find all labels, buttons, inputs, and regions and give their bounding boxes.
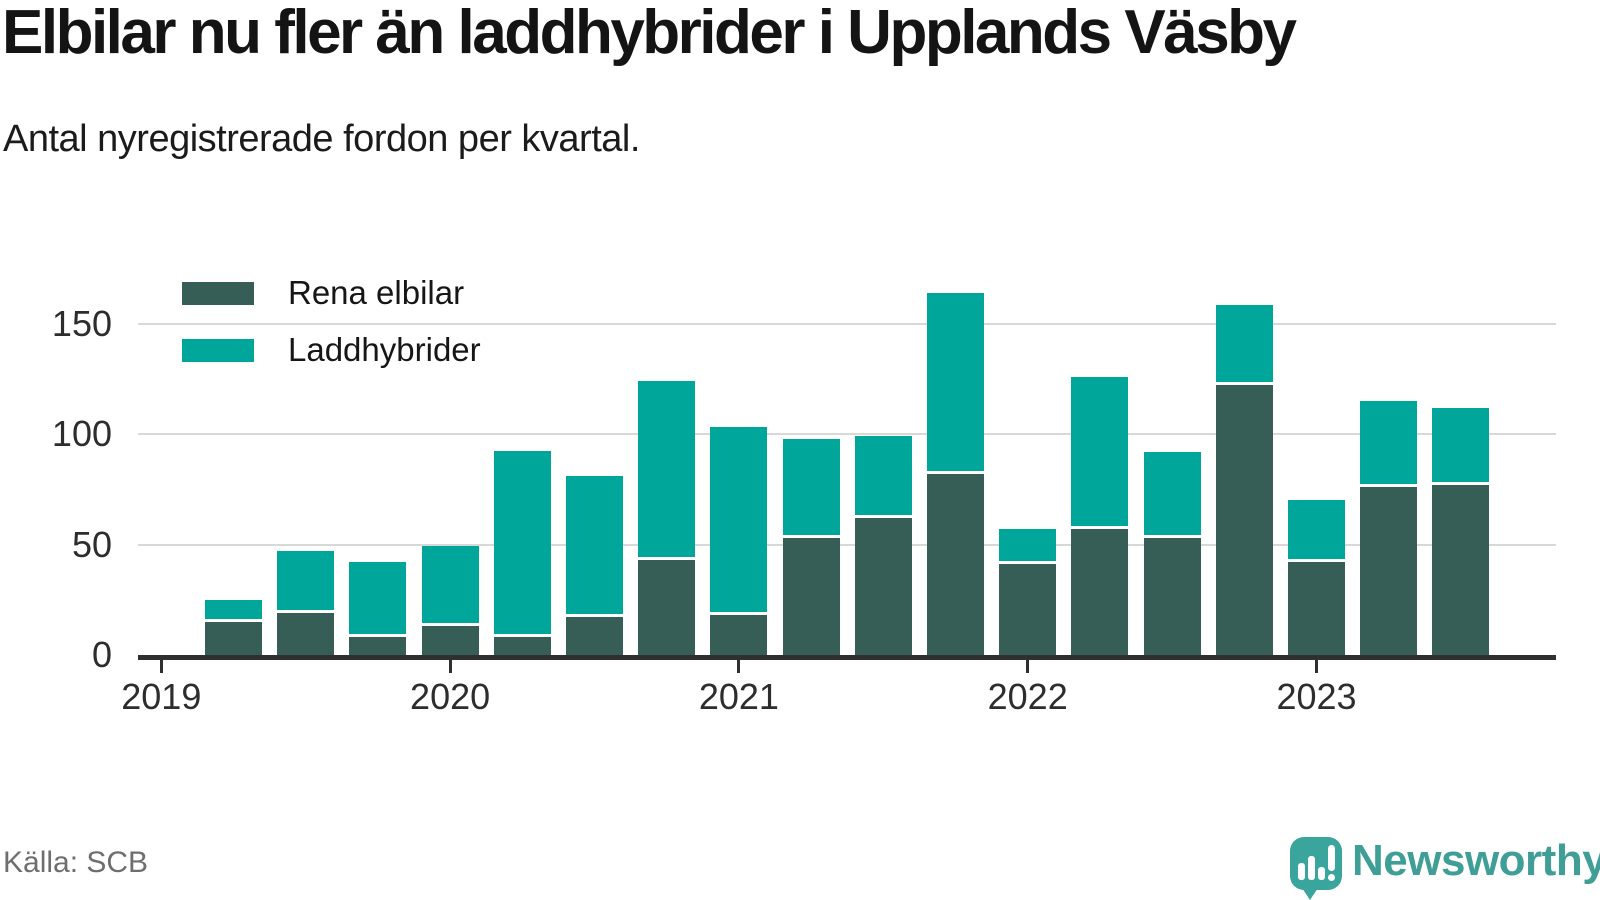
bar-2019-Q2-rena-elbilar [277, 613, 335, 655]
legend-swatch-icon [182, 338, 254, 362]
bar-2020-Q4-laddhybrider [710, 427, 768, 612]
y-axis-label-100: 100 [51, 413, 112, 454]
legend-item-rena-elbilar: Rena elbilar [182, 274, 481, 311]
gridline-y-100 [138, 433, 1556, 435]
bar-2020-Q4-rena-elbilar [710, 615, 768, 655]
gridline-y-50 [138, 543, 1556, 546]
newsworthy-logo: Newsworthy [1290, 836, 1600, 900]
newsworthy-speech-bubble-chart-icon [1290, 837, 1342, 890]
bar-2021-Q2-rena-elbilar [854, 518, 912, 655]
x-axis-tick-2023 [1315, 658, 1318, 673]
bar-2019-Q3-rena-elbilar [349, 637, 407, 655]
legend-swatch-icon [182, 281, 254, 305]
y-axis-label-50: 50 [71, 523, 112, 565]
bar-2021-Q3-rena-elbilar [927, 474, 984, 655]
logo-exclamation-dot-icon [1328, 874, 1335, 881]
bar-2020-Q2-laddhybrider [566, 476, 623, 614]
bar-2021-Q4-rena-elbilar [999, 564, 1057, 655]
bar-2022-Q4-rena-elbilar [1288, 562, 1345, 655]
y-axis-label-150: 150 [51, 302, 112, 344]
bar-2019-Q1-laddhybrider [205, 600, 262, 619]
x-axis-tick-2019 [159, 658, 163, 673]
legend-label: Rena elbilar [288, 274, 465, 311]
x-axis-label-2023: 2023 [1276, 676, 1357, 717]
x-axis-label-2019: 2019 [121, 676, 202, 717]
logo-bar-icon [1308, 856, 1315, 880]
bar-2023-Q2-rena-elbilar [1432, 485, 1490, 655]
bar-2020-Q1-rena-elbilar [493, 637, 551, 655]
x-axis-tick-2020 [448, 658, 452, 673]
logo-bubble-tail [1302, 888, 1318, 900]
legend-item-laddhybrider: Laddhybrider [182, 331, 481, 368]
bar-2022-Q2-rena-elbilar [1143, 538, 1201, 655]
bar-2020-Q3-rena-elbilar [638, 560, 696, 655]
bar-2022-Q2-laddhybrider [1143, 452, 1201, 535]
bar-2019-Q4-laddhybrider [421, 546, 479, 623]
x-axis-label-2021: 2021 [698, 676, 779, 717]
bar-2020-Q3-laddhybrider [638, 381, 696, 557]
bar-2021-Q2-laddhybrider [854, 436, 912, 515]
x-axis-label-2022: 2022 [987, 676, 1068, 717]
bar-2022-Q1-laddhybrider [1071, 377, 1129, 526]
source-note: Källa: SCB [3, 846, 149, 879]
bar-2022-Q4-laddhybrider [1288, 500, 1345, 559]
bar-2021-Q4-laddhybrider [999, 529, 1057, 561]
bar-2019-Q1-rena-elbilar [205, 622, 262, 655]
y-axis-label-0: 0 [91, 634, 112, 675]
x-axis-tick-2022 [1026, 658, 1030, 673]
bar-2020-Q2-rena-elbilar [566, 617, 623, 655]
bar-2023-Q2-laddhybrider [1432, 408, 1490, 482]
chart-legend: Rena elbilar Laddhybrider [182, 274, 481, 395]
x-axis-tick-2021 [737, 658, 741, 673]
bar-2019-Q4-rena-elbilar [421, 626, 479, 655]
bar-2021-Q1-rena-elbilar [782, 538, 840, 655]
bar-2022-Q3-laddhybrider [1215, 305, 1273, 382]
bar-2019-Q2-laddhybrider [277, 551, 335, 610]
bar-2021-Q3-laddhybrider [927, 293, 984, 471]
gridline-y-150 [138, 322, 1556, 325]
brand-name: Newsworthy [1352, 836, 1600, 885]
logo-bar-icon [1318, 867, 1325, 880]
logo-exclamation-icon [1328, 845, 1335, 871]
bar-2023-Q1-laddhybrider [1360, 401, 1418, 484]
bar-2021-Q1-laddhybrider [782, 439, 840, 535]
bar-2020-Q1-laddhybrider [493, 451, 551, 634]
bar-2023-Q1-rena-elbilar [1360, 487, 1418, 655]
chart-subtitle: Antal nyregistrerade fordon per kvartal. [3, 118, 640, 160]
bar-2022-Q1-rena-elbilar [1071, 529, 1129, 655]
bar-2019-Q3-laddhybrider [349, 562, 407, 634]
x-axis-label-2020: 2020 [410, 676, 491, 717]
legend-label: Laddhybrider [288, 331, 481, 368]
bar-2022-Q3-rena-elbilar [1215, 385, 1273, 655]
logo-bar-icon [1298, 863, 1305, 880]
x-axis-line [138, 655, 1556, 660]
chart-title: Elbilar nu fler än laddhybrider i Upplan… [2, 0, 1297, 67]
